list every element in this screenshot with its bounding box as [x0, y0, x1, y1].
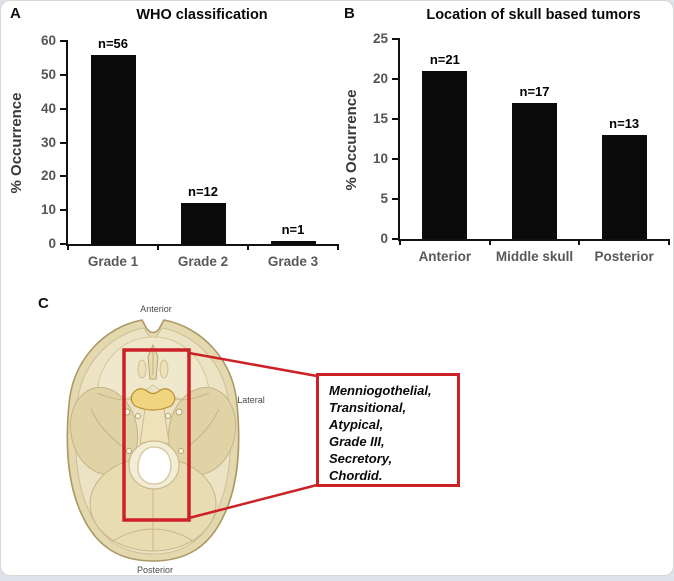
- bar-count-label: n=56: [98, 35, 128, 51]
- bar-count-label: n=13: [609, 116, 640, 131]
- posterior-fossa-midline: [110, 483, 196, 551]
- bar-middle-skull: [512, 103, 557, 239]
- highlight-rectangle: [122, 348, 191, 522]
- y-tick-mark: [392, 238, 400, 240]
- sella-turcica: [130, 388, 176, 411]
- category-label: Anterior: [418, 249, 472, 264]
- bar-count-label: n=17: [519, 84, 550, 99]
- panel-b-letter: B: [344, 5, 355, 22]
- chart-b-y-axis-label: % Occurrence: [343, 89, 360, 191]
- x-tick-mark: [337, 244, 339, 250]
- y-tick-label: 0: [380, 231, 388, 246]
- y-tick-mark: [60, 107, 68, 110]
- cribriform-plate-left: [137, 359, 147, 379]
- bar-count-label: n=21: [429, 52, 460, 67]
- bar-anterior: [422, 71, 468, 239]
- foramen-magnum: [137, 446, 172, 485]
- skull-base-illustration: [66, 319, 318, 562]
- callout-connector-line-bottom: [188, 483, 318, 520]
- bar-grade-1: [90, 54, 136, 244]
- chart-b-title: Location of skull based tumors: [426, 7, 641, 23]
- y-tick-mark: [60, 243, 68, 245]
- y-tick-mark: [60, 40, 68, 42]
- bar-grade-2: [180, 203, 226, 244]
- category-label: Grade 3: [267, 254, 319, 269]
- y-tick-label: 10: [372, 151, 388, 166]
- tumor-location-chart: 0 5 10 15 20 25 n=21 Anterior n=17 Middle skull n=…: [373, 31, 670, 264]
- y-tick-mark: [60, 175, 68, 178]
- y-tick-label: 30: [40, 134, 56, 150]
- callout-line: Atypical,: [329, 417, 384, 432]
- y-tick-mark: [392, 38, 400, 40]
- y-tick-label: 60: [40, 33, 56, 48]
- callout-line: Secretory,: [329, 451, 393, 466]
- y-tick-label: 10: [40, 202, 56, 218]
- bar-posterior: [601, 135, 647, 239]
- bar-count-label: n=12: [188, 184, 218, 200]
- callout-line: Chordid.: [329, 468, 383, 483]
- tumor-types-callout-box: Menniogothelial, Transitional, Atypical,…: [316, 373, 460, 487]
- y-tick-label: 5: [380, 191, 388, 206]
- x-tick-mark: [247, 244, 249, 250]
- chart-a-title: WHO classification: [136, 7, 268, 23]
- y-tick-label: 20: [40, 168, 56, 184]
- category-label: Grade 2: [177, 254, 229, 269]
- bar-grade-3: [270, 240, 316, 244]
- lateral-label: Lateral: [237, 395, 265, 405]
- category-label: Grade 1: [87, 254, 139, 269]
- y-tick-mark: [60, 141, 68, 144]
- callout-line: Grade III,: [329, 434, 385, 449]
- category-label: Posterior: [594, 249, 654, 264]
- y-tick-label: 0: [48, 236, 56, 251]
- y-tick-mark: [392, 78, 400, 80]
- y-tick-mark: [392, 158, 400, 160]
- y-tick-mark: [392, 118, 400, 120]
- panel-c-letter: C: [38, 295, 49, 312]
- category-label: Middle skull: [495, 249, 574, 264]
- x-tick-mark: [399, 239, 401, 245]
- x-tick-mark: [578, 239, 581, 245]
- y-tick-label: 25: [372, 31, 388, 46]
- clivus: [139, 408, 170, 444]
- callout-connector-line-top: [188, 351, 318, 378]
- y-tick-label: 40: [40, 100, 56, 116]
- panel-a-letter: A: [10, 5, 21, 22]
- callout-line: Transitional,: [329, 400, 407, 415]
- y-tick-label: 20: [372, 71, 388, 86]
- posterior-label: Posterior: [136, 565, 173, 575]
- y-tick-label: 15: [372, 111, 388, 126]
- x-tick-mark: [157, 244, 159, 250]
- y-tick-mark: [392, 198, 400, 200]
- x-tick-mark: [488, 239, 491, 245]
- x-tick-mark: [668, 239, 670, 245]
- y-tick-mark: [60, 209, 68, 212]
- cribriform-plate-right: [159, 359, 169, 379]
- y-tick-label: 50: [40, 66, 56, 82]
- anterior-label: Anterior: [140, 304, 172, 314]
- x-tick-mark: [67, 244, 69, 250]
- bar-count-label: n=1: [281, 221, 305, 237]
- y-tick-mark: [60, 73, 68, 76]
- who-classification-chart: 0 10 20 30 40 50 60 n=56 Grade 1 n=12 Grade 2 n=1 Gr…: [41, 33, 339, 269]
- callout-line: Menniogothelial,: [329, 383, 432, 398]
